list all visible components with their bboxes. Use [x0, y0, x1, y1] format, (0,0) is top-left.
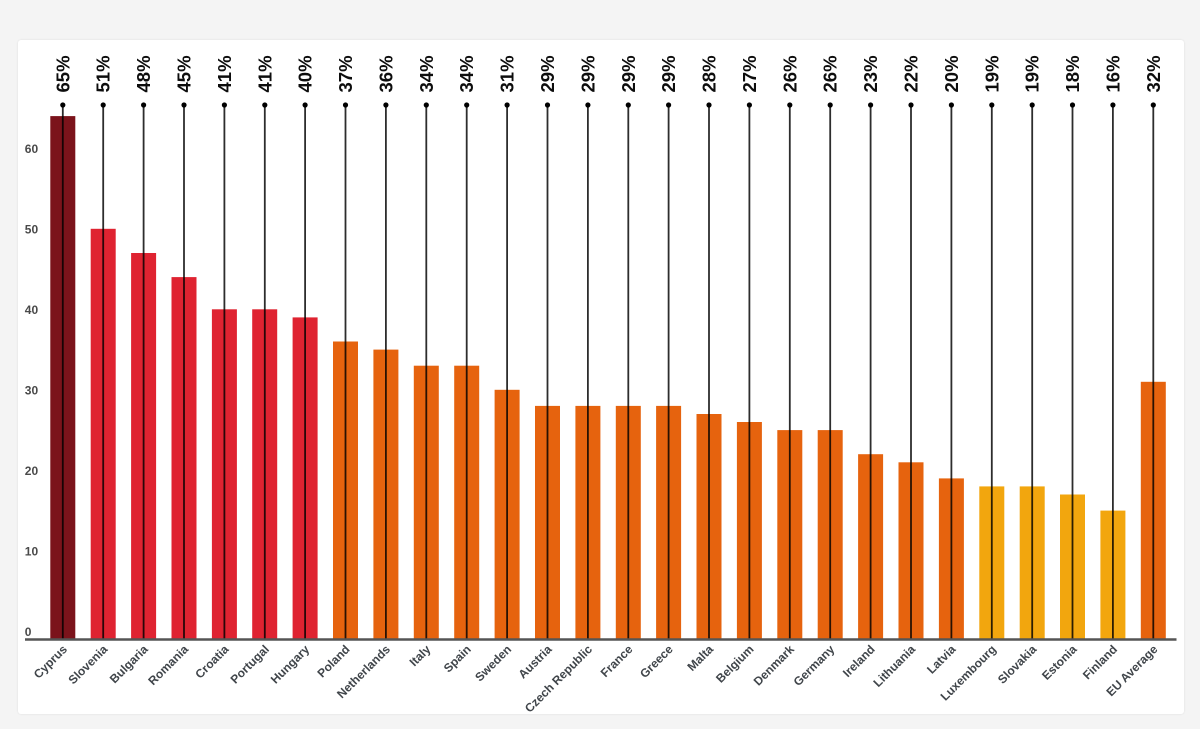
svg-text:26%: 26%	[779, 55, 800, 92]
svg-text:27%: 27%	[739, 55, 760, 92]
svg-text:0: 0	[25, 625, 32, 639]
svg-text:41%: 41%	[214, 55, 235, 92]
svg-text:Austria: Austria	[515, 642, 554, 681]
svg-text:31%: 31%	[497, 55, 518, 92]
svg-text:60: 60	[25, 142, 39, 156]
svg-text:Portugal: Portugal	[228, 642, 272, 686]
svg-text:France: France	[598, 642, 636, 680]
svg-text:28%: 28%	[699, 55, 720, 92]
svg-text:18%: 18%	[1062, 55, 1083, 92]
svg-text:10: 10	[25, 544, 39, 558]
svg-text:Denmark: Denmark	[751, 642, 797, 688]
svg-text:26%: 26%	[820, 55, 841, 92]
svg-text:Italy: Italy	[407, 642, 434, 669]
svg-text:Cyprus: Cyprus	[31, 642, 70, 681]
svg-text:Spain: Spain	[441, 642, 474, 675]
svg-text:29%: 29%	[577, 55, 598, 92]
svg-text:Croatia: Croatia	[192, 642, 231, 681]
svg-text:Slovenia: Slovenia	[66, 642, 111, 687]
svg-text:Malta: Malta	[685, 642, 717, 674]
svg-text:Lithuania: Lithuania	[871, 642, 919, 690]
svg-text:40: 40	[25, 303, 39, 317]
svg-text:23%: 23%	[860, 55, 881, 92]
svg-text:Greece: Greece	[637, 642, 676, 681]
svg-text:Germany: Germany	[791, 642, 838, 689]
svg-text:20%: 20%	[941, 55, 962, 92]
svg-text:19%: 19%	[981, 55, 1002, 92]
svg-text:29%: 29%	[537, 55, 558, 92]
svg-text:Hungary: Hungary	[268, 642, 313, 687]
svg-text:Ireland: Ireland	[840, 642, 878, 680]
svg-text:Latvia: Latvia	[924, 642, 959, 677]
svg-text:Bulgaria: Bulgaria	[107, 642, 151, 686]
svg-text:Sweden: Sweden	[472, 642, 514, 684]
svg-text:29%: 29%	[658, 55, 679, 92]
svg-text:Romania: Romania	[145, 642, 191, 688]
svg-text:40%: 40%	[295, 55, 316, 92]
svg-text:Estonia: Estonia	[1039, 642, 1080, 683]
svg-text:41%: 41%	[254, 55, 275, 92]
svg-text:Slovakia: Slovakia	[995, 642, 1040, 687]
svg-text:34%: 34%	[456, 55, 477, 92]
svg-text:Finland: Finland	[1080, 642, 1120, 682]
svg-text:45%: 45%	[174, 55, 195, 92]
svg-text:48%: 48%	[133, 55, 154, 92]
svg-text:51%: 51%	[93, 55, 114, 92]
svg-text:30: 30	[25, 383, 39, 397]
svg-text:65%: 65%	[52, 55, 73, 92]
svg-text:50: 50	[25, 222, 39, 236]
svg-text:37%: 37%	[335, 55, 356, 92]
svg-text:36%: 36%	[375, 55, 396, 92]
svg-text:Poland: Poland	[314, 642, 352, 680]
svg-text:19%: 19%	[1022, 55, 1043, 92]
svg-text:22%: 22%	[901, 55, 922, 92]
svg-text:34%: 34%	[416, 55, 437, 92]
svg-text:20: 20	[25, 464, 39, 478]
svg-text:32%: 32%	[1143, 55, 1164, 92]
svg-text:16%: 16%	[1102, 55, 1123, 92]
svg-text:29%: 29%	[618, 55, 639, 92]
